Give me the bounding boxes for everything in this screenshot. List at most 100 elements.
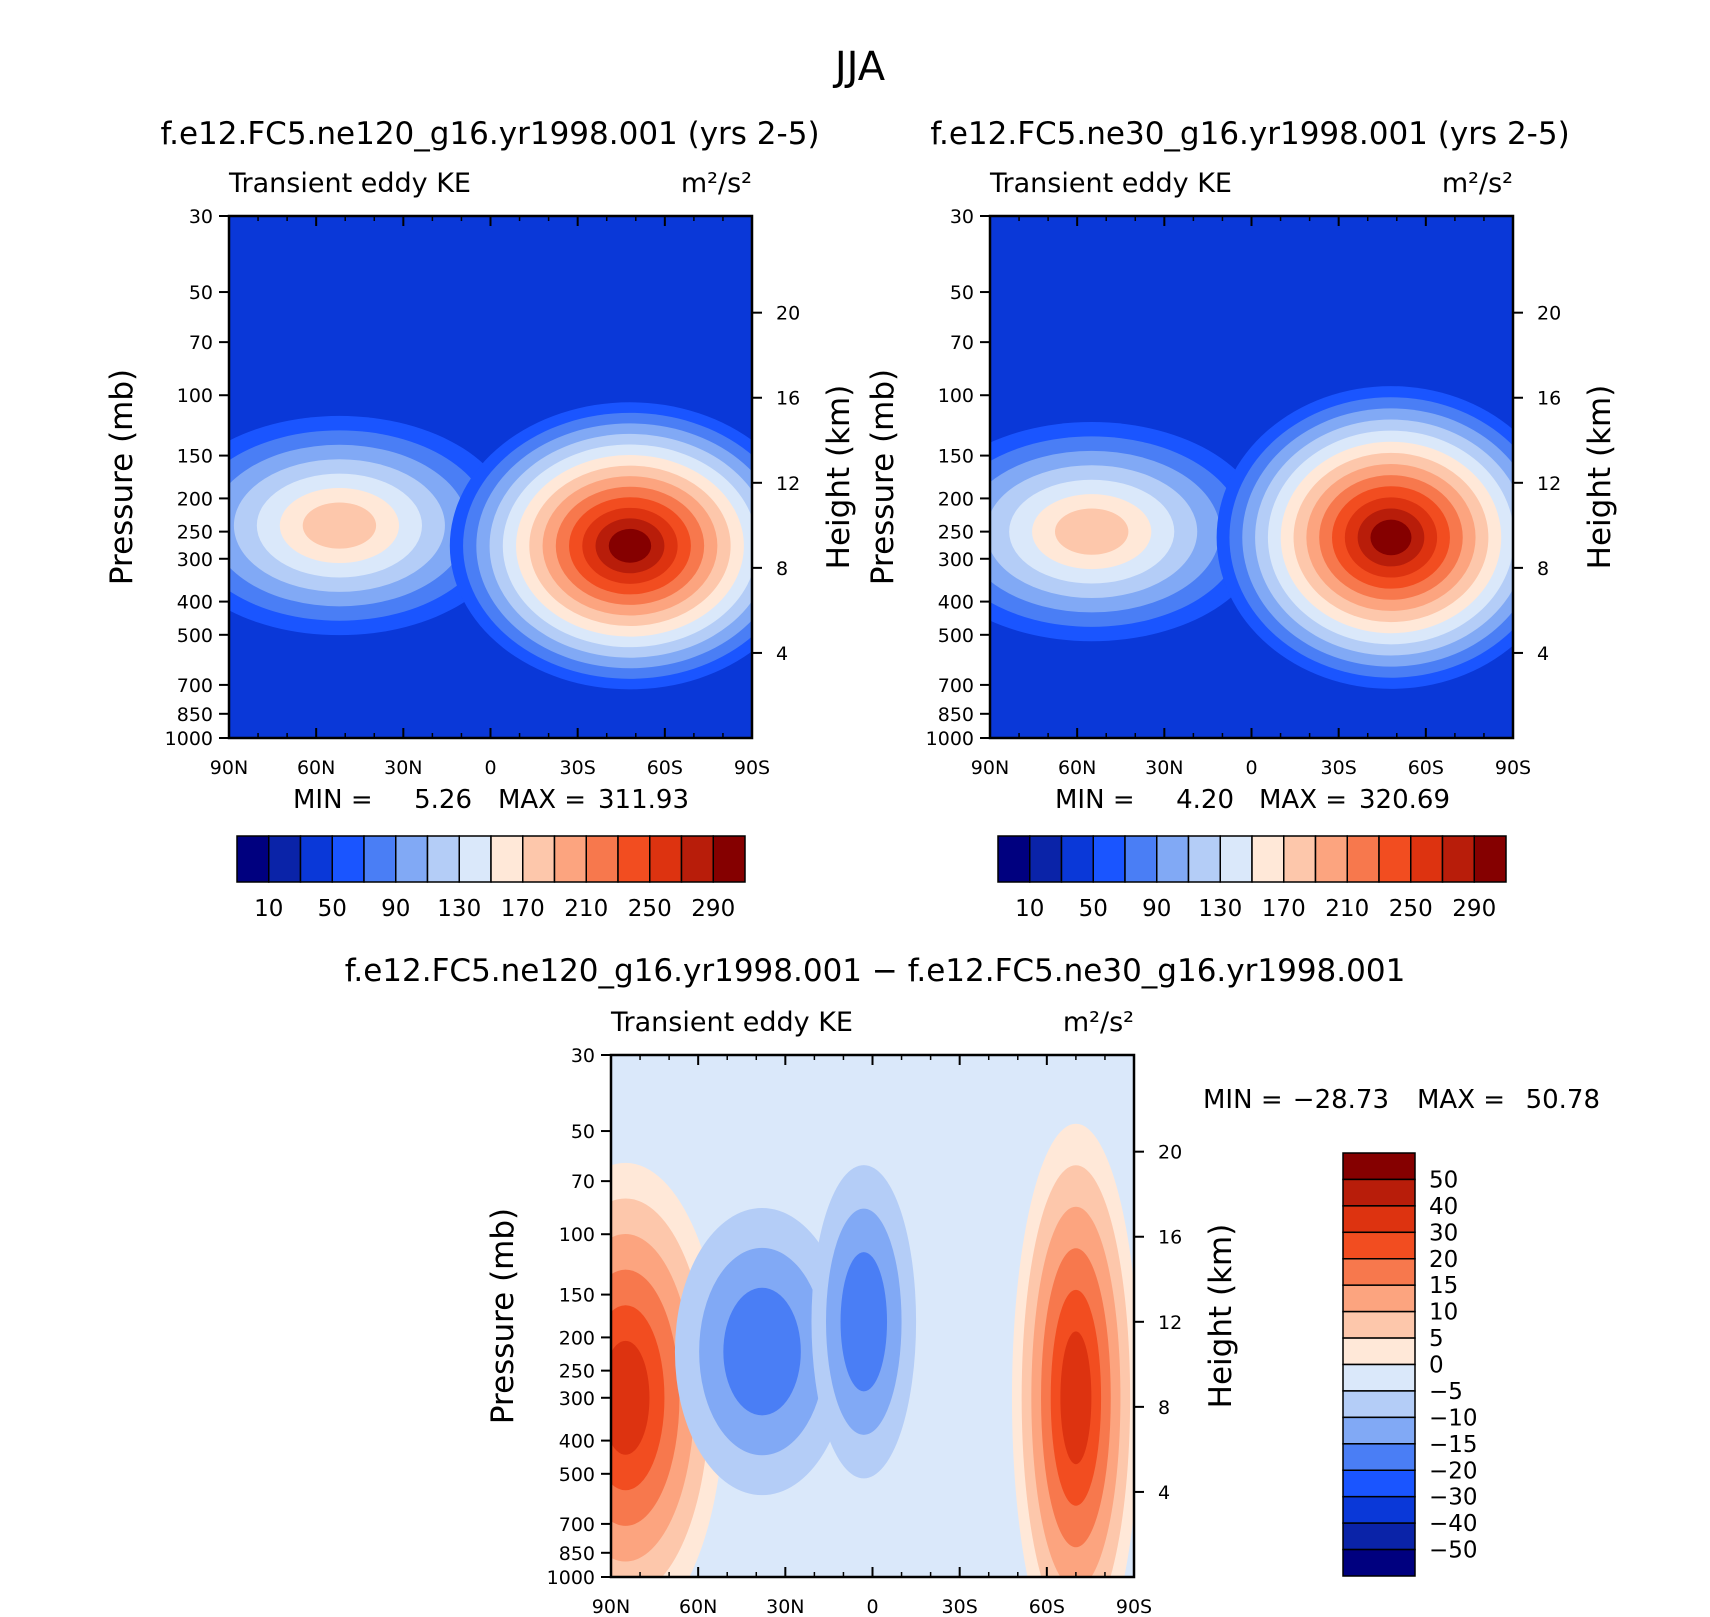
panel-3-min-label: MIN = — [1203, 1085, 1283, 1115]
colorbar-label: 0 — [1429, 1353, 1444, 1379]
colorbar-swatch — [1410, 835, 1444, 883]
x-tick-label: 60S — [1408, 757, 1444, 779]
y2-tick-label: 4 — [1158, 1482, 1170, 1504]
y-tick-label: 400 — [177, 592, 213, 614]
y-tick-label: 150 — [177, 446, 213, 468]
y-tick-label: 250 — [938, 522, 974, 544]
x-tick-label: 30N — [384, 757, 422, 779]
panel-2-plot-area — [990, 0, 1513, 738]
colorbar-swatch — [458, 835, 492, 883]
panel-1-variable-label: Transient eddy KE — [228, 168, 471, 199]
colorbar-swatch — [522, 835, 556, 883]
x-tick-label: 90S — [1116, 1596, 1152, 1617]
colorbar-label: 50 — [1429, 1167, 1458, 1193]
panel-1-y2label: Height (km) — [821, 385, 857, 570]
colorbar-swatch — [236, 835, 270, 883]
panel-3-max-label: MAX = — [1417, 1085, 1505, 1115]
x-tick-label: 90N — [210, 757, 248, 779]
panel-3-plot-area — [611, 1055, 1134, 1577]
y2-tick-label: 12 — [1537, 473, 1561, 495]
colorbar-swatch — [1342, 1469, 1416, 1498]
panel-3-y2label: Height (km) — [1203, 1224, 1239, 1409]
y-tick-label: 100 — [177, 385, 213, 407]
panel-3-min-value: −28.73 — [1293, 1085, 1389, 1115]
y-tick-label: 300 — [559, 1388, 595, 1410]
colorbar-swatch — [1060, 835, 1094, 883]
colorbar-swatch — [1342, 1363, 1416, 1392]
contour-band — [302, 502, 377, 549]
x-tick-label: 90N — [592, 1596, 630, 1617]
colorbar-swatch — [1342, 1495, 1416, 1524]
panel-3-ylabel: Pressure (mb) — [485, 1208, 521, 1424]
y-tick-label: 150 — [938, 446, 974, 468]
colorbar-swatch — [331, 835, 365, 883]
panel-2-variable-label: Transient eddy KE — [989, 168, 1232, 199]
colorbar-label: −50 — [1429, 1538, 1478, 1564]
contour-band — [608, 528, 652, 563]
panel-3-title: f.e12.FC5.ne120_g16.yr1998.001 − f.e12.F… — [345, 953, 1406, 989]
panel-3-variable-label: Transient eddy KE — [610, 1007, 853, 1038]
y-tick-label: 700 — [559, 1514, 595, 1536]
colorbar-swatch — [1441, 835, 1475, 883]
colorbar-swatch — [649, 835, 683, 883]
colorbar-label: −5 — [1429, 1379, 1463, 1405]
colorbar-label: −15 — [1429, 1432, 1478, 1458]
colorbar-swatch — [585, 835, 619, 883]
colorbar-swatch — [1342, 1337, 1416, 1366]
colorbar-swatch — [617, 835, 651, 883]
colorbar-swatch — [1156, 835, 1190, 883]
panel-1-max-label: MAX = — [498, 785, 586, 815]
colorbar-swatch — [1342, 1152, 1416, 1181]
colorbar-label: 15 — [1429, 1273, 1458, 1299]
colorbar-label: 170 — [501, 896, 545, 922]
panel-3-max-value: 50.78 — [1526, 1085, 1600, 1115]
panel-2-max-label: MAX = — [1259, 785, 1347, 815]
panel-2-y2label: Height (km) — [1582, 385, 1618, 570]
colorbar-swatch — [1283, 835, 1317, 883]
x-tick-label: 30S — [560, 757, 596, 779]
colorbar-swatch — [712, 835, 746, 883]
panel-3-axes: 90N 60N 30N 0 30S 60S 90S 30 50 70 100 150 200 250 300… — [547, 1045, 1183, 1617]
panel-2-ylabel: Pressure (mb) — [865, 369, 901, 585]
colorbar-label: 290 — [691, 896, 735, 922]
y-tick-label: 30 — [950, 206, 974, 228]
colorbar-swatch — [395, 835, 429, 883]
contour-band — [1284, 34, 1324, 125]
contour-band — [1246, 0, 1362, 210]
y2-tick-label: 8 — [1537, 558, 1549, 580]
panel-1: f.e12.FC5.ne120_g16.yr1998.001 (yrs 2-5)… — [104, 116, 857, 922]
y2-tick-label: 8 — [1158, 1397, 1170, 1419]
colorbar-swatch — [363, 835, 397, 883]
y-tick-label: 150 — [559, 1285, 595, 1307]
colorbar-swatch — [1342, 1522, 1416, 1551]
colorbar-swatch — [1342, 1178, 1416, 1207]
y-tick-label: 400 — [938, 592, 974, 614]
colorbar-swatch — [997, 835, 1031, 883]
panel-1-contour-fills — [229, 402, 752, 690]
panel-1-plot-area — [229, 216, 752, 738]
panel-1-colorbar: 10 50 90 130 170 210 250 290 — [236, 835, 746, 922]
colorbar-swatch — [1342, 1310, 1416, 1339]
colorbar-label: 50 — [318, 896, 347, 922]
colorbar-label: 210 — [1325, 896, 1369, 922]
colorbar-swatch — [299, 835, 333, 883]
panel-1-min-label: MIN = — [293, 785, 373, 815]
colorbar-label: 40 — [1429, 1194, 1458, 1220]
y-tick-label: 200 — [177, 488, 213, 510]
x-tick-label: 60S — [647, 757, 683, 779]
colorbar-label: 170 — [1262, 896, 1306, 922]
colorbar-label: 130 — [437, 896, 481, 922]
y2-tick-label: 12 — [776, 473, 800, 495]
panel-2-min-value: 4.20 — [1176, 785, 1234, 815]
contour-band — [1370, 519, 1412, 556]
y-tick-label: 500 — [938, 625, 974, 647]
y2-tick-label: 20 — [1158, 1142, 1182, 1164]
x-tick-label: 30N — [766, 1596, 804, 1617]
y-tick-label: 500 — [177, 625, 213, 647]
colorbar-label: 90 — [381, 896, 410, 922]
x-tick-label: 30N — [1145, 757, 1183, 779]
y-tick-label: 850 — [938, 704, 974, 726]
panel-2-axes: 90N 60N 30N 0 30S 60S 90S 30 50 70 100 150 200 250 300… — [926, 206, 1562, 779]
colorbar-label: −10 — [1429, 1405, 1478, 1431]
